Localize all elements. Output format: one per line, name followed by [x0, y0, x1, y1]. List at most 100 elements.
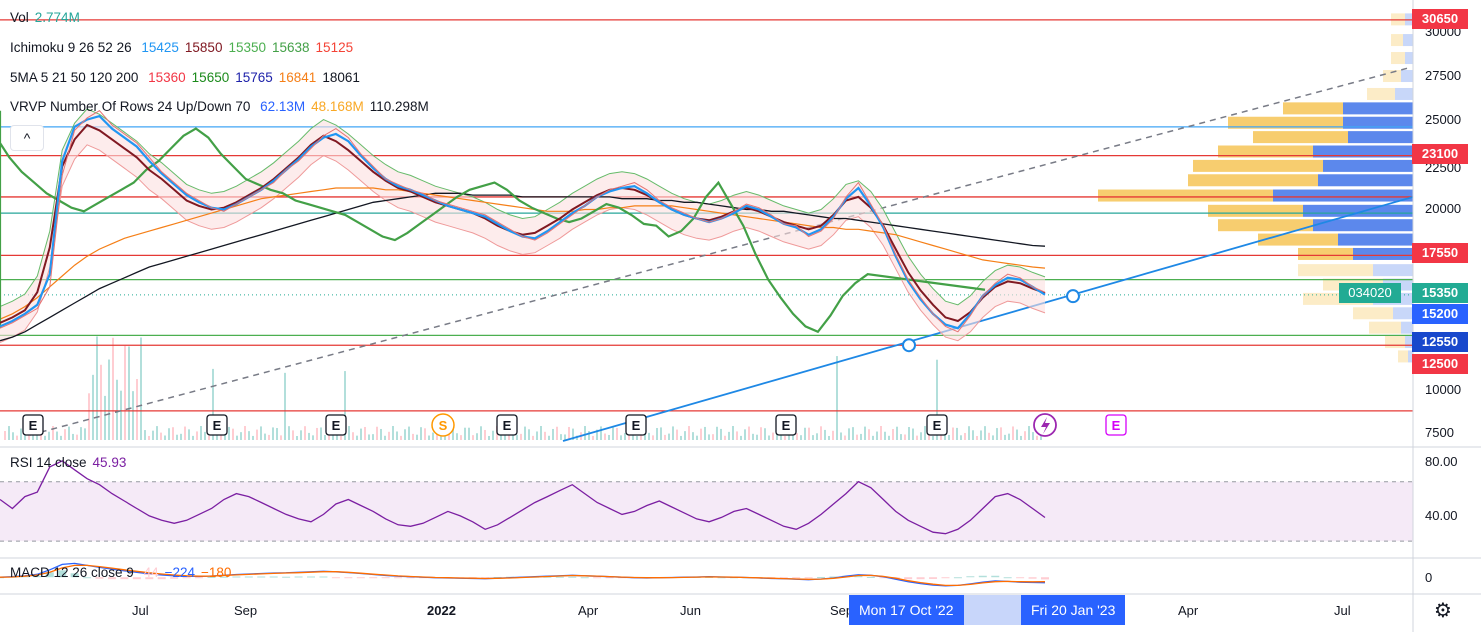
- legend-collapse-button[interactable]: ^: [10, 125, 44, 151]
- legend-vol-name: Vol: [10, 10, 29, 25]
- volume-bar: [504, 435, 506, 440]
- macd-histogram-bar: [829, 576, 838, 578]
- volume-bar: [812, 435, 814, 440]
- rsi-pane: [0, 460, 1413, 542]
- vrvp-up-row: [1398, 350, 1408, 363]
- volume-bar: [316, 427, 318, 440]
- earnings-marker-label: E: [933, 418, 942, 433]
- volume-bar: [452, 426, 454, 440]
- volume-bar: [684, 431, 686, 440]
- volume-bar: [548, 435, 550, 440]
- volume-bar: [996, 428, 998, 440]
- time-axis-label: Jun: [680, 603, 701, 618]
- volume-bar: [748, 426, 750, 440]
- volume-bar: [828, 435, 830, 440]
- macd-histogram-bar: [294, 576, 303, 578]
- rsi-axis-label: 80.00: [1425, 454, 1458, 469]
- gear-icon[interactable]: ⚙: [1434, 600, 1452, 622]
- ma-value-2: 15765: [235, 70, 273, 85]
- vrvp-down-row: [1343, 102, 1413, 115]
- volume-bar: [416, 434, 418, 440]
- macd-histogram-bar: [804, 577, 813, 579]
- ichimoku-value-0: 15425: [141, 40, 179, 55]
- macd-histogram-bar: [170, 577, 179, 579]
- volume-bar: [96, 336, 98, 440]
- volume-bar: [228, 426, 230, 440]
- volume-bar: [1012, 426, 1014, 440]
- macd-histogram-bar: [1028, 577, 1037, 579]
- volume-bar: [16, 435, 18, 440]
- volume-bar: [20, 428, 22, 440]
- crosshair-date-end: Fri 20 Jan '23: [1021, 595, 1126, 625]
- macd-histogram-bar: [83, 577, 92, 579]
- volume-bar: [288, 426, 290, 440]
- vrvp-value-2: 110.298M: [369, 99, 429, 114]
- volume-bar: [816, 433, 818, 440]
- macd-legend[interactable]: MACD 12 26 close 9 44 −224 −180: [10, 565, 237, 580]
- volume-bar: [184, 426, 186, 440]
- legend-ichimoku[interactable]: Ichimoku 9 26 52 26 15425 15850 15350 15638…: [10, 40, 359, 55]
- volume-bar: [112, 337, 114, 440]
- macd-histogram-bar: [257, 576, 266, 578]
- macd-histogram-bar: [1003, 577, 1012, 579]
- vrvp-up-row: [1253, 131, 1348, 144]
- macd-histogram-bar: [904, 577, 913, 580]
- volume-bar: [700, 428, 702, 440]
- volume-bar: [896, 426, 898, 440]
- volume-bar: [424, 428, 426, 440]
- vrvp-down-row: [1401, 70, 1413, 83]
- volume-bar: [564, 434, 566, 440]
- vrvp-up-row: [1383, 70, 1401, 83]
- price-tag: 17550: [1412, 243, 1468, 263]
- macd-histogram-bar: [493, 576, 502, 578]
- earnings-marker-icon: [206, 414, 228, 436]
- volume-bar: [656, 428, 658, 440]
- macd-histogram-bar: [941, 577, 950, 579]
- event-markers[interactable]: E E E E E E E ES: [22, 413, 1127, 437]
- price-axis-label: 25000: [1425, 112, 1462, 127]
- volume-bar: [176, 434, 178, 440]
- volume-bar: [404, 429, 406, 440]
- time-axis-label: Sep: [830, 603, 854, 618]
- trend-lines[interactable]: [29, 66, 1414, 442]
- legend-ma[interactable]: 5MA 5 21 50 120 200 15360 15650 15765 16841…: [10, 70, 366, 85]
- volume-bar: [552, 428, 554, 440]
- volume-bar: [116, 379, 118, 440]
- time-axis-label: Jul: [1334, 603, 1351, 618]
- price-tag: 12550: [1412, 332, 1468, 352]
- earnings-marker-label: E: [29, 418, 38, 433]
- vrvp-up-row: [1283, 102, 1343, 115]
- macd-histogram-bar: [356, 577, 365, 579]
- price-tag: 15350: [1412, 283, 1468, 303]
- volume-bar: [204, 431, 206, 440]
- volume-bar: [688, 426, 690, 440]
- volume-bar: [852, 427, 854, 440]
- macd-histogram-bar: [792, 577, 801, 579]
- volume-bar: [860, 433, 862, 440]
- vrvp-down-row: [1403, 34, 1413, 47]
- volume-bar: [8, 426, 10, 440]
- trend-anchor-point: [902, 338, 916, 353]
- support-trend-line: [562, 196, 1414, 442]
- volume-bar: [764, 428, 766, 440]
- volume-bar: [932, 435, 934, 440]
- volume-bar: [560, 434, 562, 440]
- rsi-legend[interactable]: RSI 14 close 45.93: [10, 455, 132, 470]
- volume-bar: [988, 432, 990, 440]
- legend-vrvp-name: VRVP Number Of Rows 24 Up/Down 70: [10, 99, 251, 114]
- volume-bar: [520, 433, 522, 440]
- earnings-marker-icon: [496, 414, 518, 436]
- volume-bar: [1028, 426, 1030, 440]
- volume-bar: [44, 435, 46, 440]
- legend-vrvp[interactable]: VRVP Number Of Rows 24 Up/Down 70 62.13M…: [10, 99, 435, 114]
- volume-bar: [732, 426, 734, 440]
- volume-bar: [284, 372, 286, 440]
- volume-bar: [396, 431, 398, 440]
- volume-bar: [948, 434, 950, 440]
- macd-histogram-bar: [33, 575, 42, 578]
- macd-value-2: −180: [201, 565, 232, 580]
- vrvp-up-row: [1391, 34, 1403, 47]
- volume-bar: [532, 435, 534, 440]
- volume-bar: [592, 435, 594, 440]
